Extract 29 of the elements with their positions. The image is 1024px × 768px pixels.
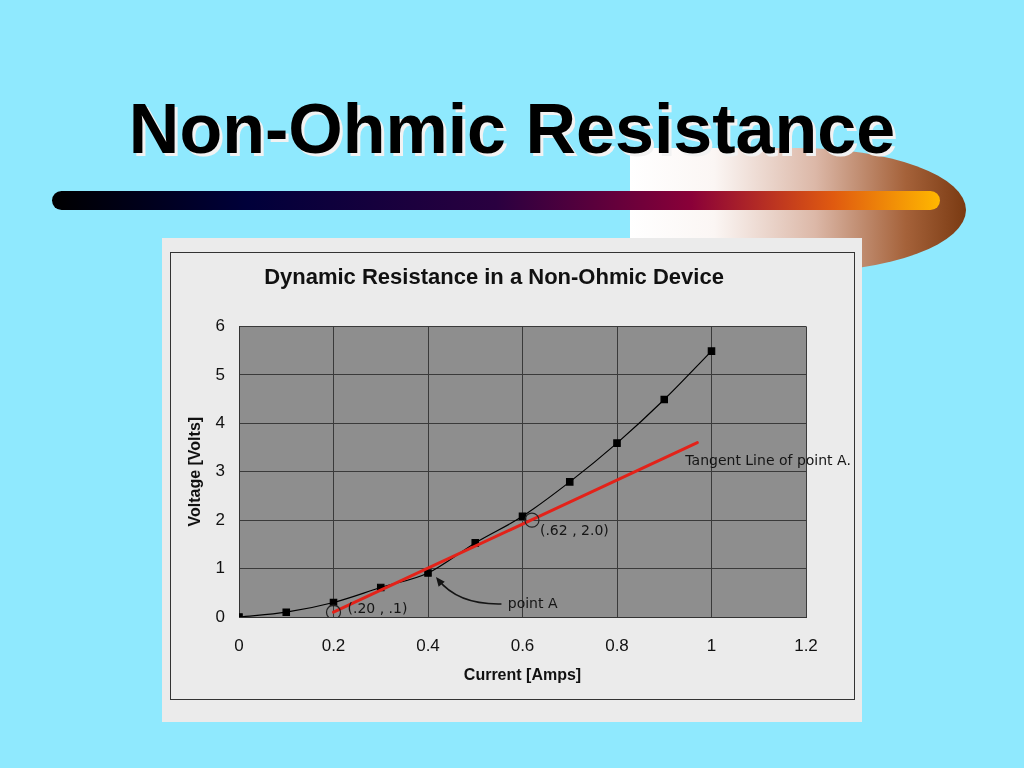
point <box>660 395 669 404</box>
point <box>613 439 621 447</box>
x-tick-label: 0 <box>234 635 244 655</box>
point <box>565 478 574 486</box>
chart-subtitle: Dynamic Resistance in a Non-Ohmic Device <box>264 264 724 290</box>
x-tick-label: 1 <box>706 635 717 655</box>
x-tick-label: 0.8 <box>605 635 629 655</box>
y-tick-label: 2 <box>215 509 225 529</box>
point <box>707 347 716 355</box>
annotation: (.62 , 2.0) <box>539 521 609 538</box>
point <box>518 512 527 521</box>
x-tick-label: 1.2 <box>794 635 818 655</box>
y-tick-label: 0 <box>215 606 225 626</box>
y-tick-label: 5 <box>215 364 225 384</box>
x-tick-label: 0.4 <box>416 635 440 655</box>
annotation: (.20 , .1) <box>347 599 408 616</box>
point <box>524 512 540 528</box>
point <box>282 608 291 616</box>
y-axis-title: Voltage [Volts] <box>186 416 204 527</box>
y-tick-label: 6 <box>215 316 225 336</box>
x-tick-label: 0.2 <box>321 635 346 655</box>
x-axis-title: Current [Amps] <box>463 665 582 683</box>
y-tick-label: 1 <box>215 558 225 578</box>
point <box>424 569 432 577</box>
point <box>325 604 342 617</box>
chart-title: Non-Ohmic Resistance <box>127 89 897 169</box>
x-tick-label: 0.6 <box>510 635 535 655</box>
y-tick-label: 3 <box>215 461 225 481</box>
y-tick-label: 4 <box>215 412 225 432</box>
